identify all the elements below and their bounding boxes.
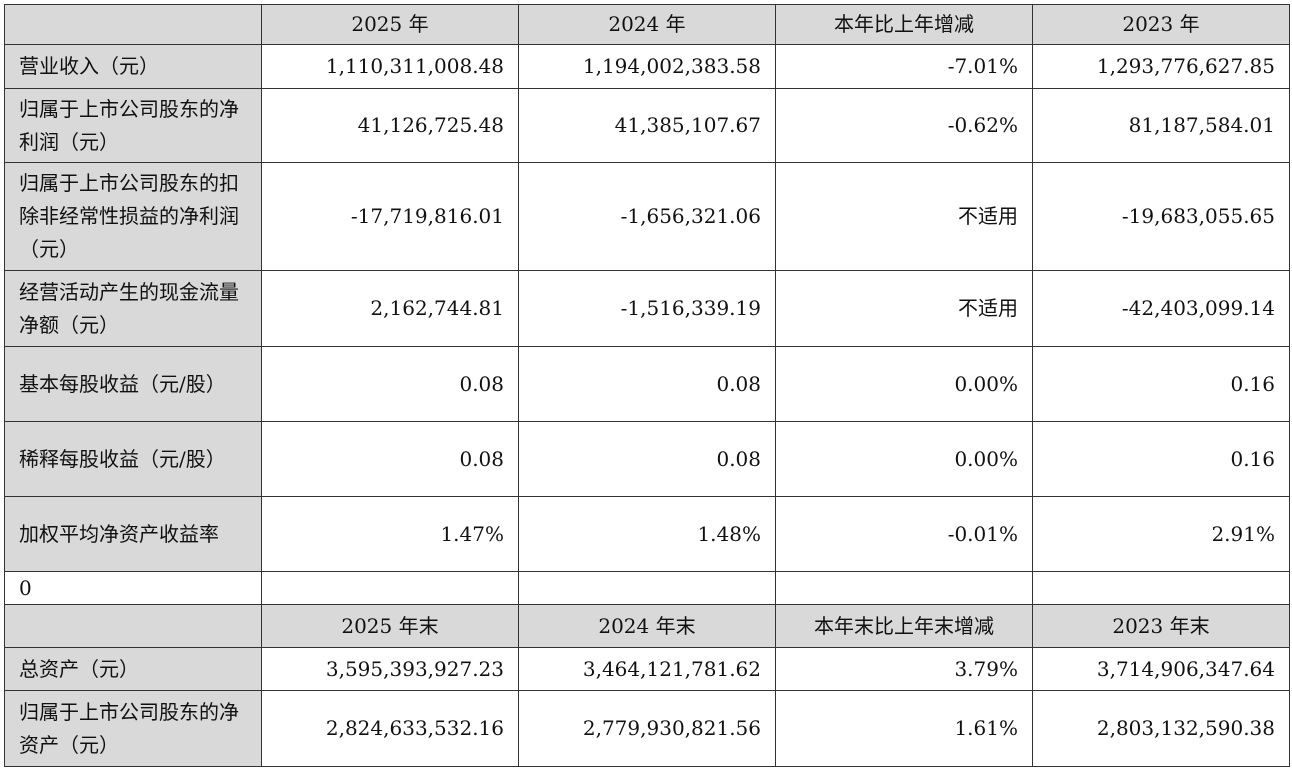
table-row: 加权平均净资产收益率 1.47% 1.48% -0.01% 2.91% — [4, 496, 1290, 572]
corner-cell — [4, 4, 262, 45]
table-row: 归属于上市公司股东的净资产（元） 2,824,633,532.16 2,779,93… — [4, 690, 1290, 767]
separator-label: 0 — [4, 571, 262, 605]
row-label: 营业收入（元） — [4, 44, 262, 89]
corner-cell — [4, 604, 262, 648]
value-cell: 0.08 — [518, 346, 776, 422]
table-row: 归属于上市公司股东的扣除非经常性损益的净利润（元） -17,719,816.01-… — [4, 162, 1290, 271]
header-row-2: 2025 年末 2024 年末 本年末比上年末增减 2023 年末 — [4, 604, 1290, 648]
column-header: 2025 年末 — [261, 604, 519, 648]
value-cell: 0.16 — [1032, 346, 1290, 422]
table-row: 总资产（元） 3,595,393,927.23 3,464,121,781.62 3.… — [4, 647, 1290, 691]
row-label: 归属于上市公司股东的净资产（元） — [4, 690, 262, 767]
header-row: 2025 年 2024 年本年比上年增减 2023 年 — [4, 4, 1290, 45]
value-cell: -19,683,055.65 — [1032, 162, 1290, 271]
value-cell: -7.01% — [775, 44, 1033, 89]
value-cell: 3.79% — [775, 647, 1033, 691]
value-cell: 1,293,776,627.85 — [1032, 44, 1290, 89]
table-row: 营业收入（元） 1,110,311,008.48 1,194,002,383.58-… — [4, 44, 1290, 89]
value-cell: 0.00% — [775, 421, 1033, 497]
value-cell: 3,595,393,927.23 — [261, 647, 519, 691]
column-header: 2023 年末 — [1032, 604, 1290, 648]
column-header: 2023 年 — [1032, 4, 1290, 45]
value-cell: 0.00% — [775, 346, 1033, 422]
value-cell: 1.48% — [518, 496, 776, 572]
column-header: 本年比上年增减 — [775, 4, 1033, 45]
table-row: 稀释每股收益（元/股） 0.08 0.08 0.00% 0.16 — [4, 421, 1290, 497]
value-cell: 2,824,633,532.16 — [261, 690, 519, 767]
value-cell: 3,714,906,347.64 — [1032, 647, 1290, 691]
empty-cell — [261, 571, 519, 605]
row-label: 基本每股收益（元/股） — [4, 346, 262, 422]
value-cell: -17,719,816.01 — [261, 162, 519, 271]
value-cell: -42,403,099.14 — [1032, 270, 1290, 347]
value-cell: -0.01% — [775, 496, 1033, 572]
table-row: 归属于上市公司股东的净利润（元） 41,126,725.48 41,385,107.… — [4, 88, 1290, 163]
value-cell: 1,110,311,008.48 — [261, 44, 519, 89]
value-cell: 不适用 — [775, 270, 1033, 347]
value-cell: 不适用 — [775, 162, 1033, 271]
row-label: 经营活动产生的现金流量净额（元） — [4, 270, 262, 347]
empty-cell — [775, 571, 1033, 605]
column-header: 本年末比上年末增减 — [775, 604, 1033, 648]
column-header: 2024 年 — [518, 4, 776, 45]
row-label: 稀释每股收益（元/股） — [4, 421, 262, 497]
value-cell: 0.08 — [261, 421, 519, 497]
value-cell: 2.91% — [1032, 496, 1290, 572]
value-cell: 0.08 — [518, 421, 776, 497]
table-row: 经营活动产生的现金流量净额（元） 2,162,744.81 -1,516,339.1… — [4, 270, 1290, 347]
value-cell: 1.61% — [775, 690, 1033, 767]
value-cell: 2,803,132,590.38 — [1032, 690, 1290, 767]
row-label: 归属于上市公司股东的净利润（元） — [4, 88, 262, 163]
value-cell: -0.62% — [775, 88, 1033, 163]
table-row: 基本每股收益（元/股） 0.08 0.08 0.00% 0.16 — [4, 346, 1290, 422]
value-cell: 41,385,107.67 — [518, 88, 776, 163]
value-cell: -1,516,339.19 — [518, 270, 776, 347]
value-cell: -1,656,321.06 — [518, 162, 776, 271]
value-cell: 2,162,744.81 — [261, 270, 519, 347]
value-cell: 2,779,930,821.56 — [518, 690, 776, 767]
empty-cell — [1032, 571, 1290, 605]
value-cell: 41,126,725.48 — [261, 88, 519, 163]
row-label: 加权平均净资产收益率 — [4, 496, 262, 572]
value-cell: 3,464,121,781.62 — [518, 647, 776, 691]
financial-indicators-table: 2025 年 2024 年本年比上年增减 2023 年营业收入（元） 1,110,31… — [4, 4, 1290, 767]
value-cell: 1,194,002,383.58 — [518, 44, 776, 89]
column-header: 2024 年末 — [518, 604, 776, 648]
row-label: 归属于上市公司股东的扣除非经常性损益的净利润（元） — [4, 162, 262, 271]
value-cell: 0.08 — [261, 346, 519, 422]
value-cell: 81,187,584.01 — [1032, 88, 1290, 163]
row-label: 总资产（元） — [4, 647, 262, 691]
separator-row: 0 — [4, 571, 1290, 605]
value-cell: 0.16 — [1032, 421, 1290, 497]
value-cell: 1.47% — [261, 496, 519, 572]
empty-cell — [518, 571, 776, 605]
column-header: 2025 年 — [261, 4, 519, 45]
